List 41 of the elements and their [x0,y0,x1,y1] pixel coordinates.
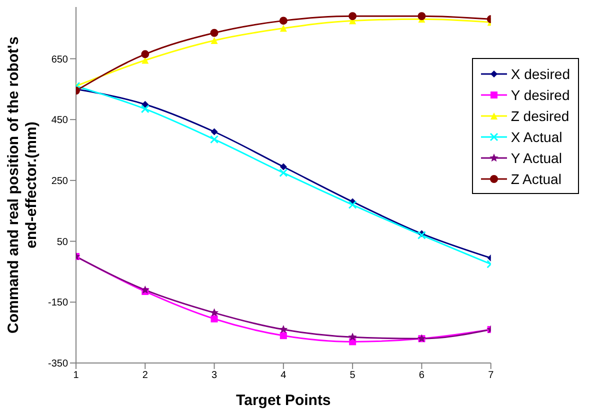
point [210,36,218,44]
y-tick-label: -150 [48,298,68,309]
legend-label: X Actual [510,128,562,144]
x-tick-label: 1 [73,370,80,382]
y-tick-label: 50 [56,236,68,248]
point [348,332,357,341]
point [279,325,288,334]
point [280,163,287,170]
point [210,128,218,136]
x-tick-label: 6 [418,370,425,382]
legend-label: Z desired [510,108,570,124]
point [140,104,150,114]
x-tick-label: 2 [142,370,148,382]
y-axis-title: Command and real position of the robot's end-effector.(mm) [5,36,40,334]
point [280,24,287,32]
x-tick-label: 3 [212,370,218,382]
point [140,285,150,294]
legend-label: Y desired [510,86,570,102]
point [279,16,288,25]
y-tick-label: -350 [48,358,68,370]
point [210,308,219,316]
y-tick-label: 650 [51,54,68,66]
point [418,12,426,20]
legend-label: X desired [510,66,570,82]
y-tick-label: 450 [51,115,68,126]
y-tick-label: 250 [51,176,68,187]
legend-label: Y Actual [510,150,562,166]
x-tick-label: 7 [488,370,494,382]
legend-label: Z Actual [510,170,562,186]
point [210,28,218,37]
point [141,50,150,58]
point [279,168,288,178]
x-axis-title: Target Points [236,392,331,409]
x-tick-label: 5 [350,370,356,382]
point [142,100,149,108]
x-tick-label: 4 [280,370,287,382]
point [210,315,218,322]
point [280,332,287,340]
point [210,135,219,144]
point [348,12,357,20]
point [348,200,357,210]
